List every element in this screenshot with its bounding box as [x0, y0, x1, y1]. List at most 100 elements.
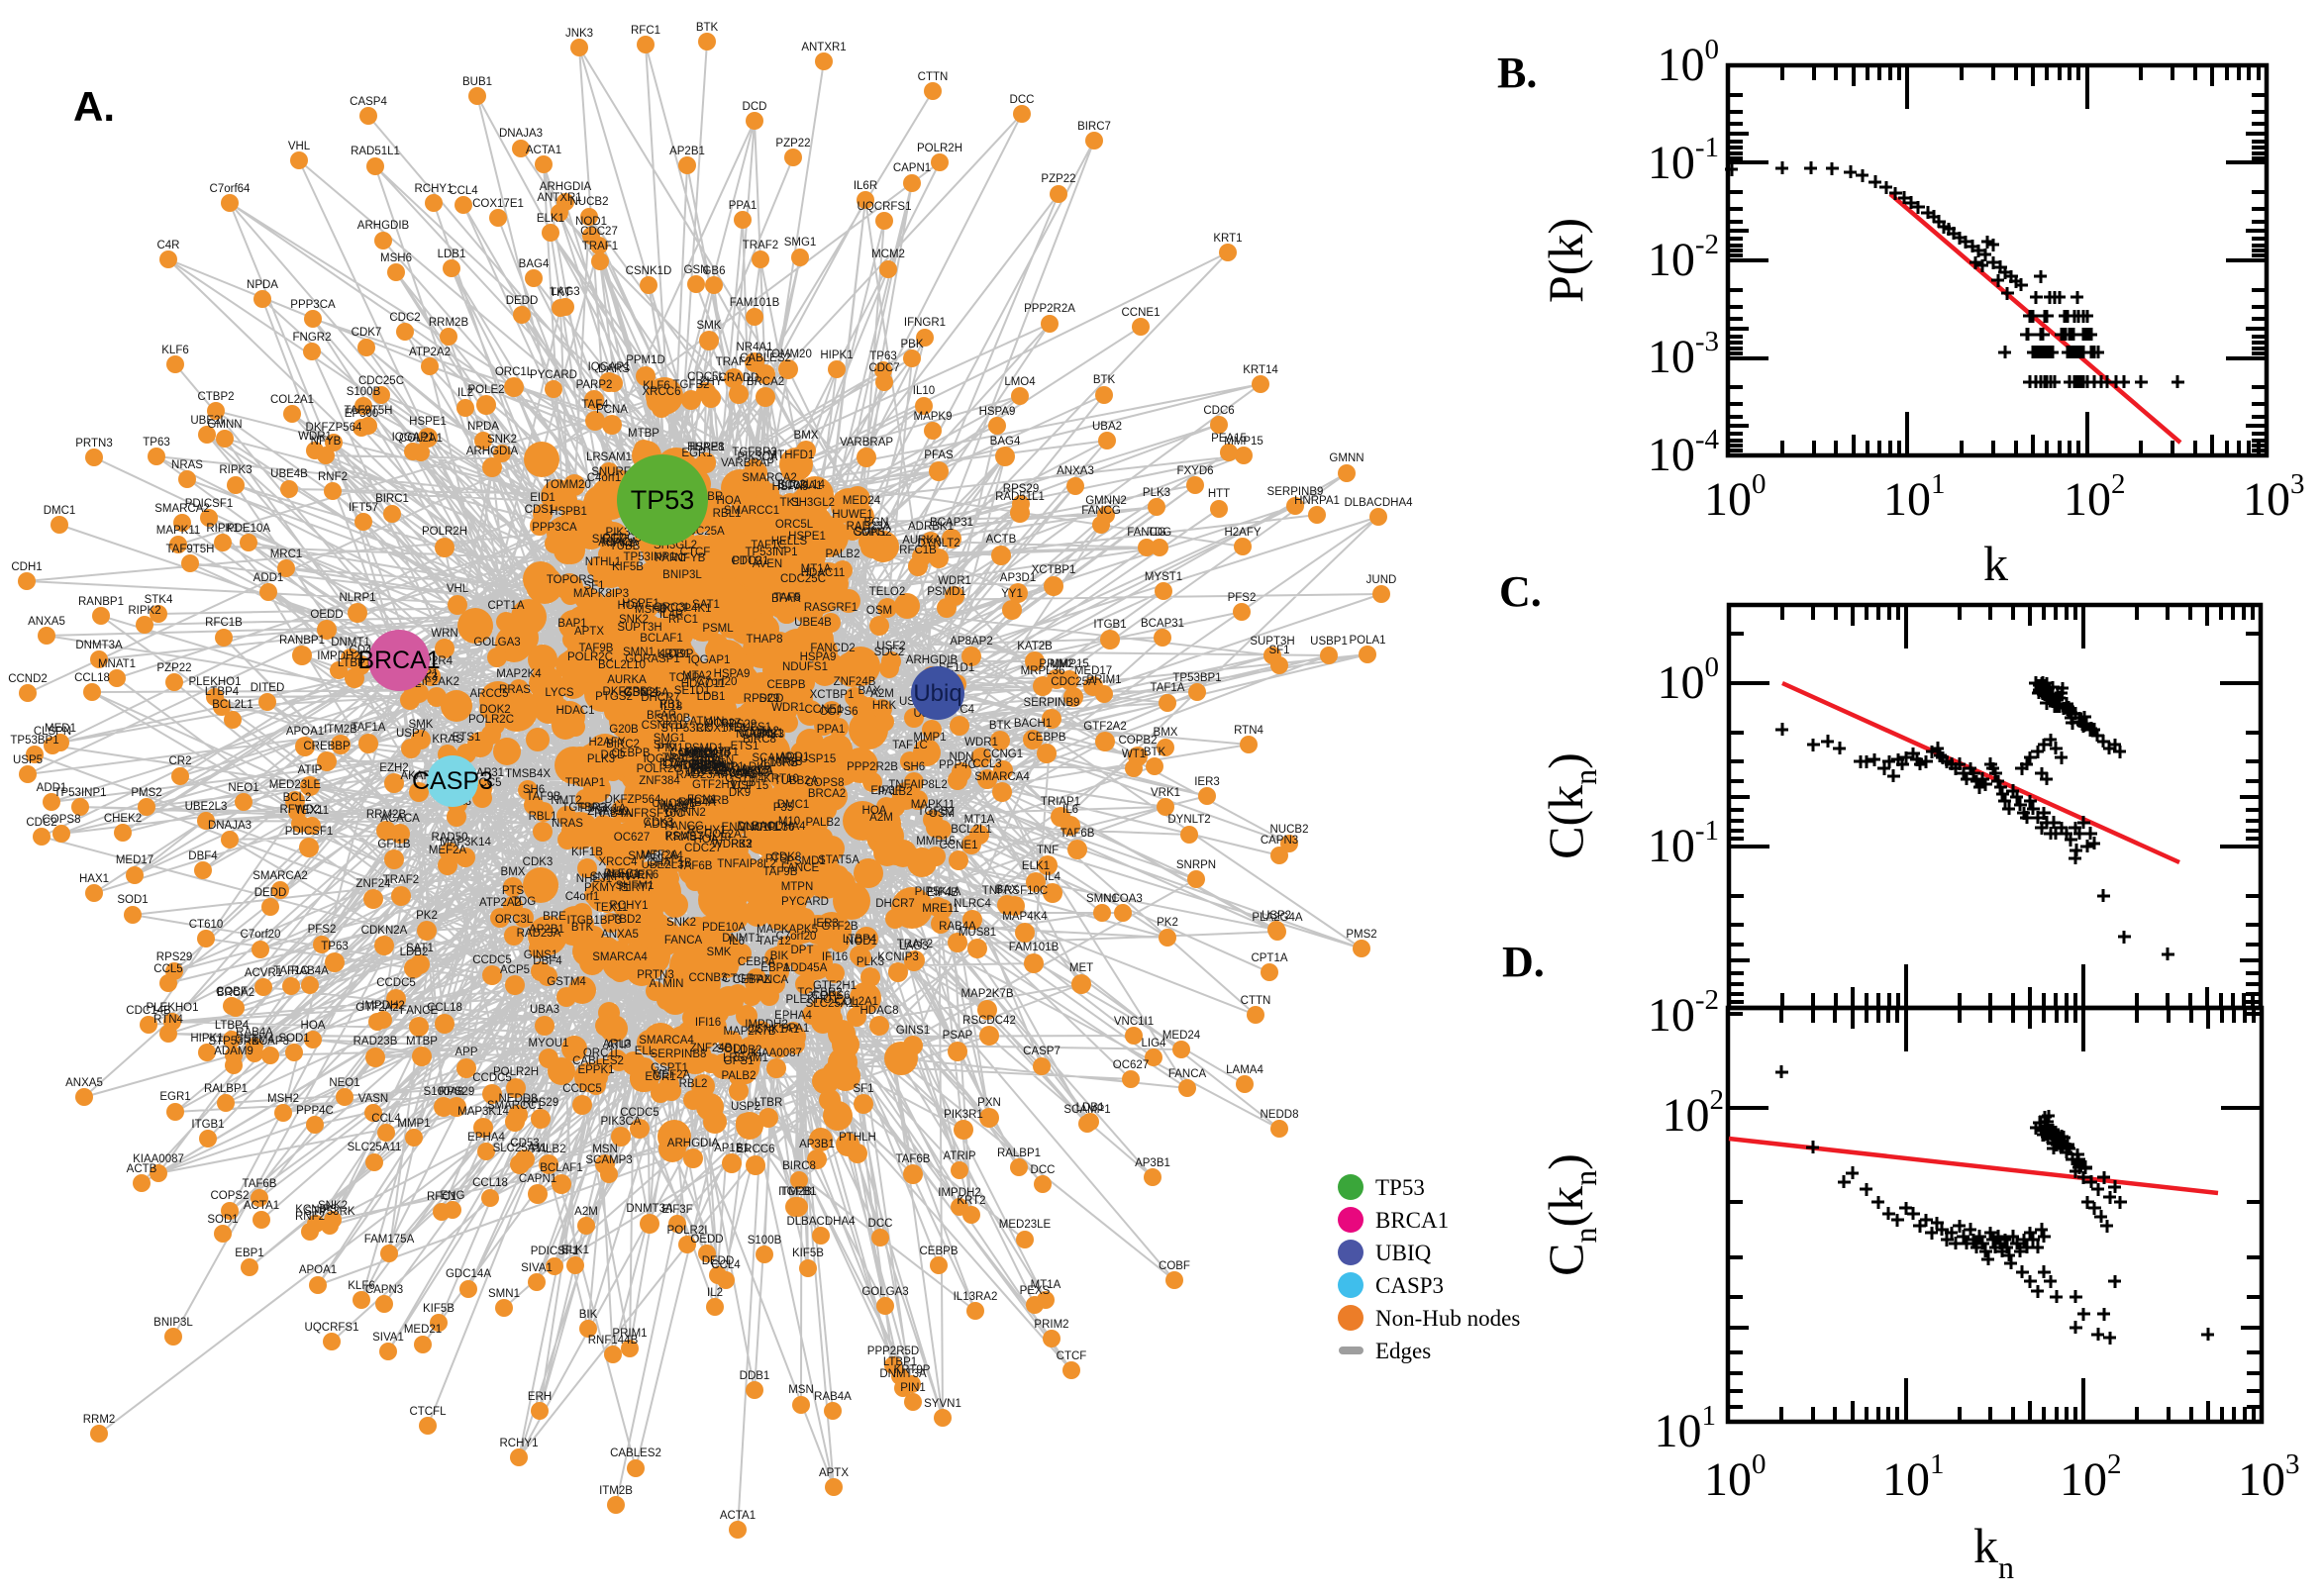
- svg-text:Ubiq: Ubiq: [913, 680, 961, 707]
- svg-text:IMPDH2: IMPDH2: [938, 1187, 980, 1199]
- svg-text:CCDC5: CCDC5: [376, 977, 416, 989]
- svg-text:POLR2H: POLR2H: [422, 526, 467, 538]
- svg-text:MT1A: MT1A: [801, 563, 832, 575]
- svg-text:AP3D1: AP3D1: [1000, 572, 1036, 584]
- svg-text:NPDA: NPDA: [742, 765, 773, 777]
- svg-text:SOD1: SOD1: [278, 1033, 309, 1045]
- svg-text:IQGAP1: IQGAP1: [688, 654, 731, 666]
- svg-text:SNRPN: SNRPN: [1176, 859, 1216, 871]
- svg-text:ELL: ELL: [635, 1046, 656, 1057]
- svg-text:MAP4K4: MAP4K4: [1002, 911, 1048, 923]
- svg-text:CDK7: CDK7: [352, 327, 382, 339]
- svg-text:TNFRSF10C: TNFRSF10C: [619, 808, 684, 820]
- svg-text:KRT2: KRT2: [696, 762, 725, 774]
- svg-text:TP53INP1: TP53INP1: [623, 551, 675, 563]
- svg-text:PFS2: PFS2: [308, 924, 337, 936]
- svg-text:CTTN: CTTN: [1241, 995, 1271, 1007]
- svg-text:COX17E1: COX17E1: [472, 198, 524, 210]
- svg-text:ETS1: ETS1: [731, 741, 759, 752]
- svg-text:CPT1A: CPT1A: [1251, 952, 1287, 964]
- svg-text:RTN4: RTN4: [153, 1014, 183, 1026]
- svg-text:FANCA: FANCA: [1168, 1068, 1207, 1080]
- svg-text:DARS: DARS: [598, 363, 630, 375]
- svg-text:BMX: BMX: [501, 866, 526, 878]
- svg-text:COPS6: COPS6: [812, 990, 851, 1002]
- svg-text:S100B: S100B: [748, 1235, 782, 1247]
- svg-text:CTCFL: CTCFL: [409, 1406, 447, 1418]
- svg-text:ARHGDIB: ARHGDIB: [906, 654, 959, 666]
- svg-text:SMARCA4: SMARCA4: [639, 1035, 694, 1047]
- svg-text:PRTN3: PRTN3: [637, 969, 674, 981]
- svg-text:TRAF2: TRAF2: [897, 939, 933, 950]
- svg-text:SF1: SF1: [1268, 645, 1289, 656]
- svg-text:COPS2: COPS2: [211, 1190, 250, 1202]
- svg-text:GINS1: GINS1: [896, 1025, 931, 1037]
- svg-text:LAG3: LAG3: [899, 941, 928, 952]
- svg-text:NOD1: NOD1: [846, 936, 877, 948]
- svg-text:XRCC6: XRCC6: [643, 386, 681, 398]
- svg-text:CPT1A: CPT1A: [487, 600, 524, 612]
- svg-text:DEDD: DEDD: [254, 887, 287, 899]
- svg-text:CCL5: CCL5: [153, 963, 182, 975]
- svg-text:PFS2: PFS2: [1228, 592, 1257, 604]
- svg-text:CDH1: CDH1: [11, 561, 42, 573]
- svg-text:SCAMP1: SCAMP1: [752, 752, 798, 764]
- svg-text:DYNLT2: DYNLT2: [917, 538, 960, 549]
- svg-text:IL18: IL18: [660, 701, 682, 713]
- svg-text:ANXA5: ANXA5: [28, 616, 65, 628]
- svg-text:CCL4: CCL4: [371, 1113, 401, 1125]
- svg-text:CCL4: CCL4: [687, 748, 717, 760]
- svg-text:PPA1: PPA1: [817, 724, 846, 736]
- svg-text:TSG101: TSG101: [686, 759, 729, 771]
- svg-text:BIRC8: BIRC8: [782, 1160, 816, 1172]
- svg-text:DNMT1: DNMT1: [331, 637, 370, 648]
- svg-text:PSME3: PSME3: [665, 831, 704, 843]
- svg-text:MTHFD1: MTHFD1: [768, 449, 815, 461]
- svg-text:IL13RA1: IL13RA1: [778, 480, 823, 492]
- svg-text:PSAP: PSAP: [943, 1030, 973, 1042]
- svg-text:MT1A: MT1A: [964, 814, 995, 826]
- svg-text:ORC3L: ORC3L: [654, 602, 692, 614]
- svg-text:IQGAP1: IQGAP1: [392, 432, 435, 444]
- svg-text:KIF5B: KIF5B: [612, 561, 644, 573]
- svg-text:THAP8: THAP8: [687, 442, 724, 453]
- svg-text:HRK: HRK: [872, 700, 897, 712]
- svg-text:XRCC4: XRCC4: [599, 856, 639, 868]
- svg-text:HOA: HOA: [301, 1020, 326, 1032]
- svg-text:SOD1: SOD1: [117, 894, 148, 906]
- svg-text:KIF5B: KIF5B: [792, 1247, 824, 1259]
- svg-text:TAF12: TAF12: [758, 936, 791, 948]
- svg-text:HSPA9: HSPA9: [772, 481, 809, 493]
- svg-text:MMP15: MMP15: [1224, 436, 1263, 448]
- svg-text:MCM2: MCM2: [871, 249, 905, 260]
- svg-text:CCNH: CCNH: [669, 748, 702, 759]
- svg-text:DPT: DPT: [791, 945, 814, 956]
- svg-text:RFC1B: RFC1B: [899, 545, 937, 556]
- svg-text:AVEN: AVEN: [704, 754, 734, 766]
- svg-text:PZP22: PZP22: [156, 662, 191, 674]
- svg-text:IL10RB: IL10RB: [691, 795, 730, 807]
- svg-text:NRAS: NRAS: [552, 818, 583, 830]
- svg-text:MTA2: MTA2: [682, 670, 712, 682]
- svg-text:IL10: IL10: [913, 385, 935, 397]
- svg-text:CCDC5: CCDC5: [620, 1107, 659, 1119]
- svg-text:DBF4: DBF4: [533, 955, 562, 967]
- svg-text:VRK1: VRK1: [1151, 787, 1180, 799]
- svg-text:SCAMP3: SCAMP3: [585, 1154, 632, 1166]
- svg-text:BCL2: BCL2: [283, 792, 312, 804]
- svg-text:MAP3K14: MAP3K14: [457, 1106, 509, 1118]
- svg-text:PDE10A: PDE10A: [702, 922, 746, 934]
- svg-text:PZP22: PZP22: [1041, 173, 1075, 185]
- svg-text:UQCRFS1: UQCRFS1: [305, 1322, 359, 1334]
- svg-text:PPA1: PPA1: [781, 1023, 810, 1035]
- svg-text:ENG: ENG: [722, 822, 747, 834]
- svg-text:TAF6B: TAF6B: [1060, 828, 1095, 840]
- svg-text:TGFBR2: TGFBR2: [797, 987, 842, 999]
- svg-text:RALBP1: RALBP1: [204, 1083, 248, 1095]
- svg-text:TGFBR3: TGFBR3: [561, 802, 606, 814]
- svg-text:STAT5A: STAT5A: [818, 854, 859, 866]
- svg-text:BCL2L14: BCL2L14: [777, 479, 826, 491]
- svg-text:RAB4A: RAB4A: [236, 1027, 273, 1039]
- svg-text:NLRC4: NLRC4: [954, 898, 991, 910]
- svg-text:BAG4: BAG4: [990, 436, 1021, 448]
